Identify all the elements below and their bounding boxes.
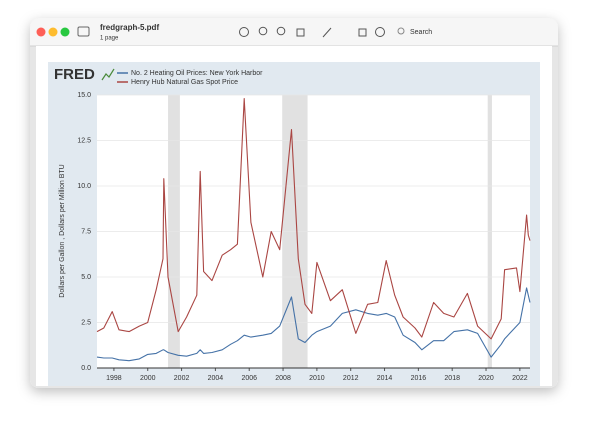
sidebar-button[interactable]: [77, 26, 90, 37]
logo-graph: [101, 68, 115, 81]
window-subtitle: 1 page: [100, 36, 119, 42]
series-line: [96, 287, 531, 362]
x-tick-label: 1998: [106, 375, 122, 382]
series-line: [96, 98, 531, 340]
legend-label: Henry Hub Natural Gas Spot Price: [131, 79, 238, 86]
info-button[interactable]: [239, 27, 249, 37]
y-tick-label: 2.5: [81, 319, 91, 326]
title-bar: [30, 18, 558, 46]
zoom-out-button[interactable]: [258, 26, 268, 36]
x-tick-label: 2018: [444, 375, 460, 382]
y-tick-label: 15.0: [77, 92, 91, 99]
zoom-button[interactable]: [60, 27, 70, 37]
y-tick-label: 10.0: [77, 183, 91, 190]
search-field[interactable]: Search: [410, 29, 432, 36]
x-tick-label: 2000: [140, 375, 156, 382]
x-tick-label: 2004: [208, 375, 224, 382]
y-tick-label: 7.5: [81, 228, 91, 235]
share-button[interactable]: [296, 28, 305, 37]
x-tick-label: 2014: [377, 375, 393, 382]
toolbar: [239, 26, 385, 38]
y-axis-label: Dollars per Gallon , Dollars per Million…: [59, 164, 66, 297]
x-tick-label: 2022: [512, 375, 528, 382]
markup-button[interactable]: [322, 27, 332, 38]
zoom-in-button[interactable]: [276, 26, 286, 36]
y-tick-label: 5.0: [81, 274, 91, 281]
x-tick-label: 2020: [478, 375, 494, 382]
search-icon: [397, 27, 405, 35]
x-tick-label: 2016: [411, 375, 427, 382]
x-tick-label: 2010: [309, 375, 325, 382]
fred-logo: FRED: [54, 66, 95, 83]
minimize-button[interactable]: [48, 27, 58, 37]
window-title: fredgraph-5.pdf: [100, 23, 159, 32]
rotate-button[interactable]: [358, 28, 367, 37]
x-tick-label: 2008: [275, 375, 291, 382]
y-tick-label: 12.5: [77, 137, 91, 144]
close-button[interactable]: [36, 27, 46, 37]
legend-label: No. 2 Heating Oil Prices: New York Harbo…: [131, 70, 263, 77]
x-tick-label: 2012: [343, 375, 359, 382]
x-tick-label: 2006: [241, 375, 257, 382]
annotate-button[interactable]: [375, 27, 385, 37]
y-tick-label: 0.0: [81, 365, 91, 372]
x-tick-label: 2002: [174, 375, 190, 382]
